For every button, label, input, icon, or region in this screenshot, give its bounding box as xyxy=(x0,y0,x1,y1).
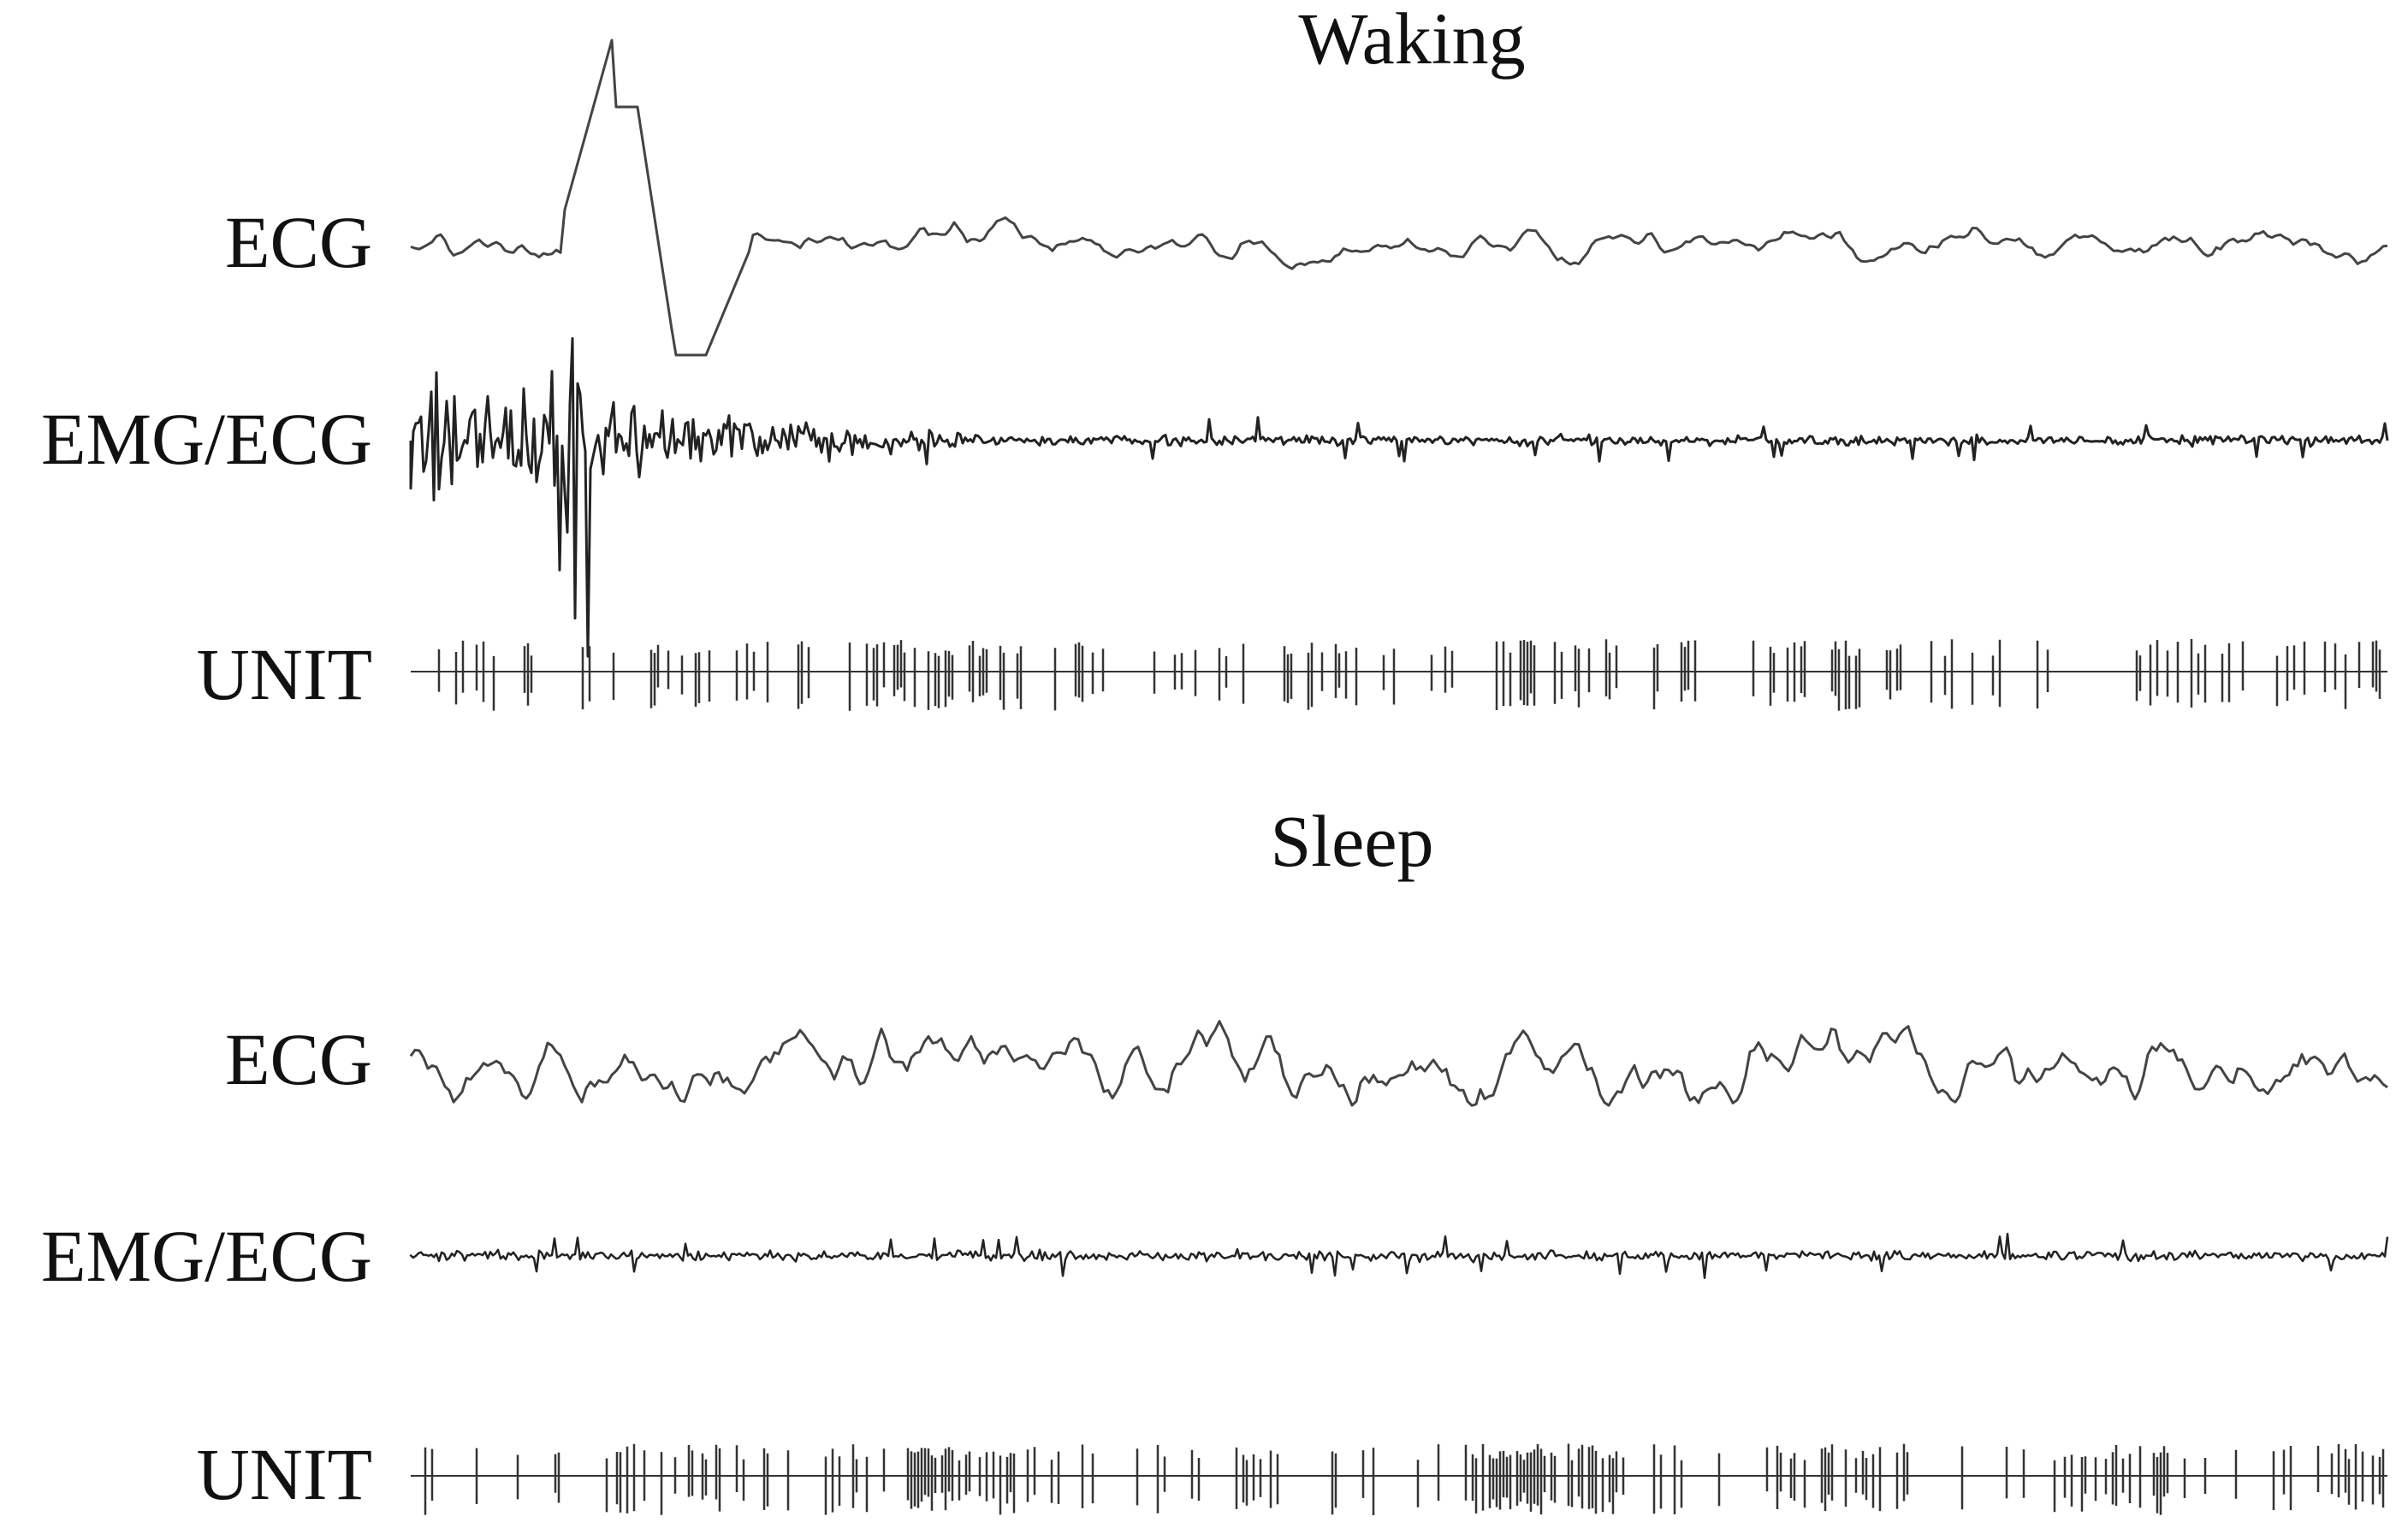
panel-sleep xyxy=(409,1020,2389,1515)
waking-ecg-trace xyxy=(410,38,2388,357)
waking-unit-spikes xyxy=(437,639,2381,711)
label-sleep-unit: UNIT xyxy=(196,1433,372,1515)
panel-waking xyxy=(409,38,2389,711)
sleep-ecg-trace xyxy=(409,1020,2388,1107)
label-sleep-emg-ecg: EMG/ECG xyxy=(41,1215,372,1297)
panel-title-sleep: Sleep xyxy=(1270,800,1434,882)
label-waking-unit: UNIT xyxy=(196,633,372,715)
label-waking-emg-ecg: EMG/ECG xyxy=(41,398,372,480)
waking-emg-ecg-trace xyxy=(409,337,2389,658)
label-sleep-ecg: ECG xyxy=(225,1018,372,1100)
panel-title-waking: Waking xyxy=(1298,0,1526,80)
sleep-unit-spikes xyxy=(424,1443,2385,1515)
sleep-emg-ecg-trace xyxy=(409,1232,2389,1279)
label-waking-ecg: ECG xyxy=(225,201,372,283)
